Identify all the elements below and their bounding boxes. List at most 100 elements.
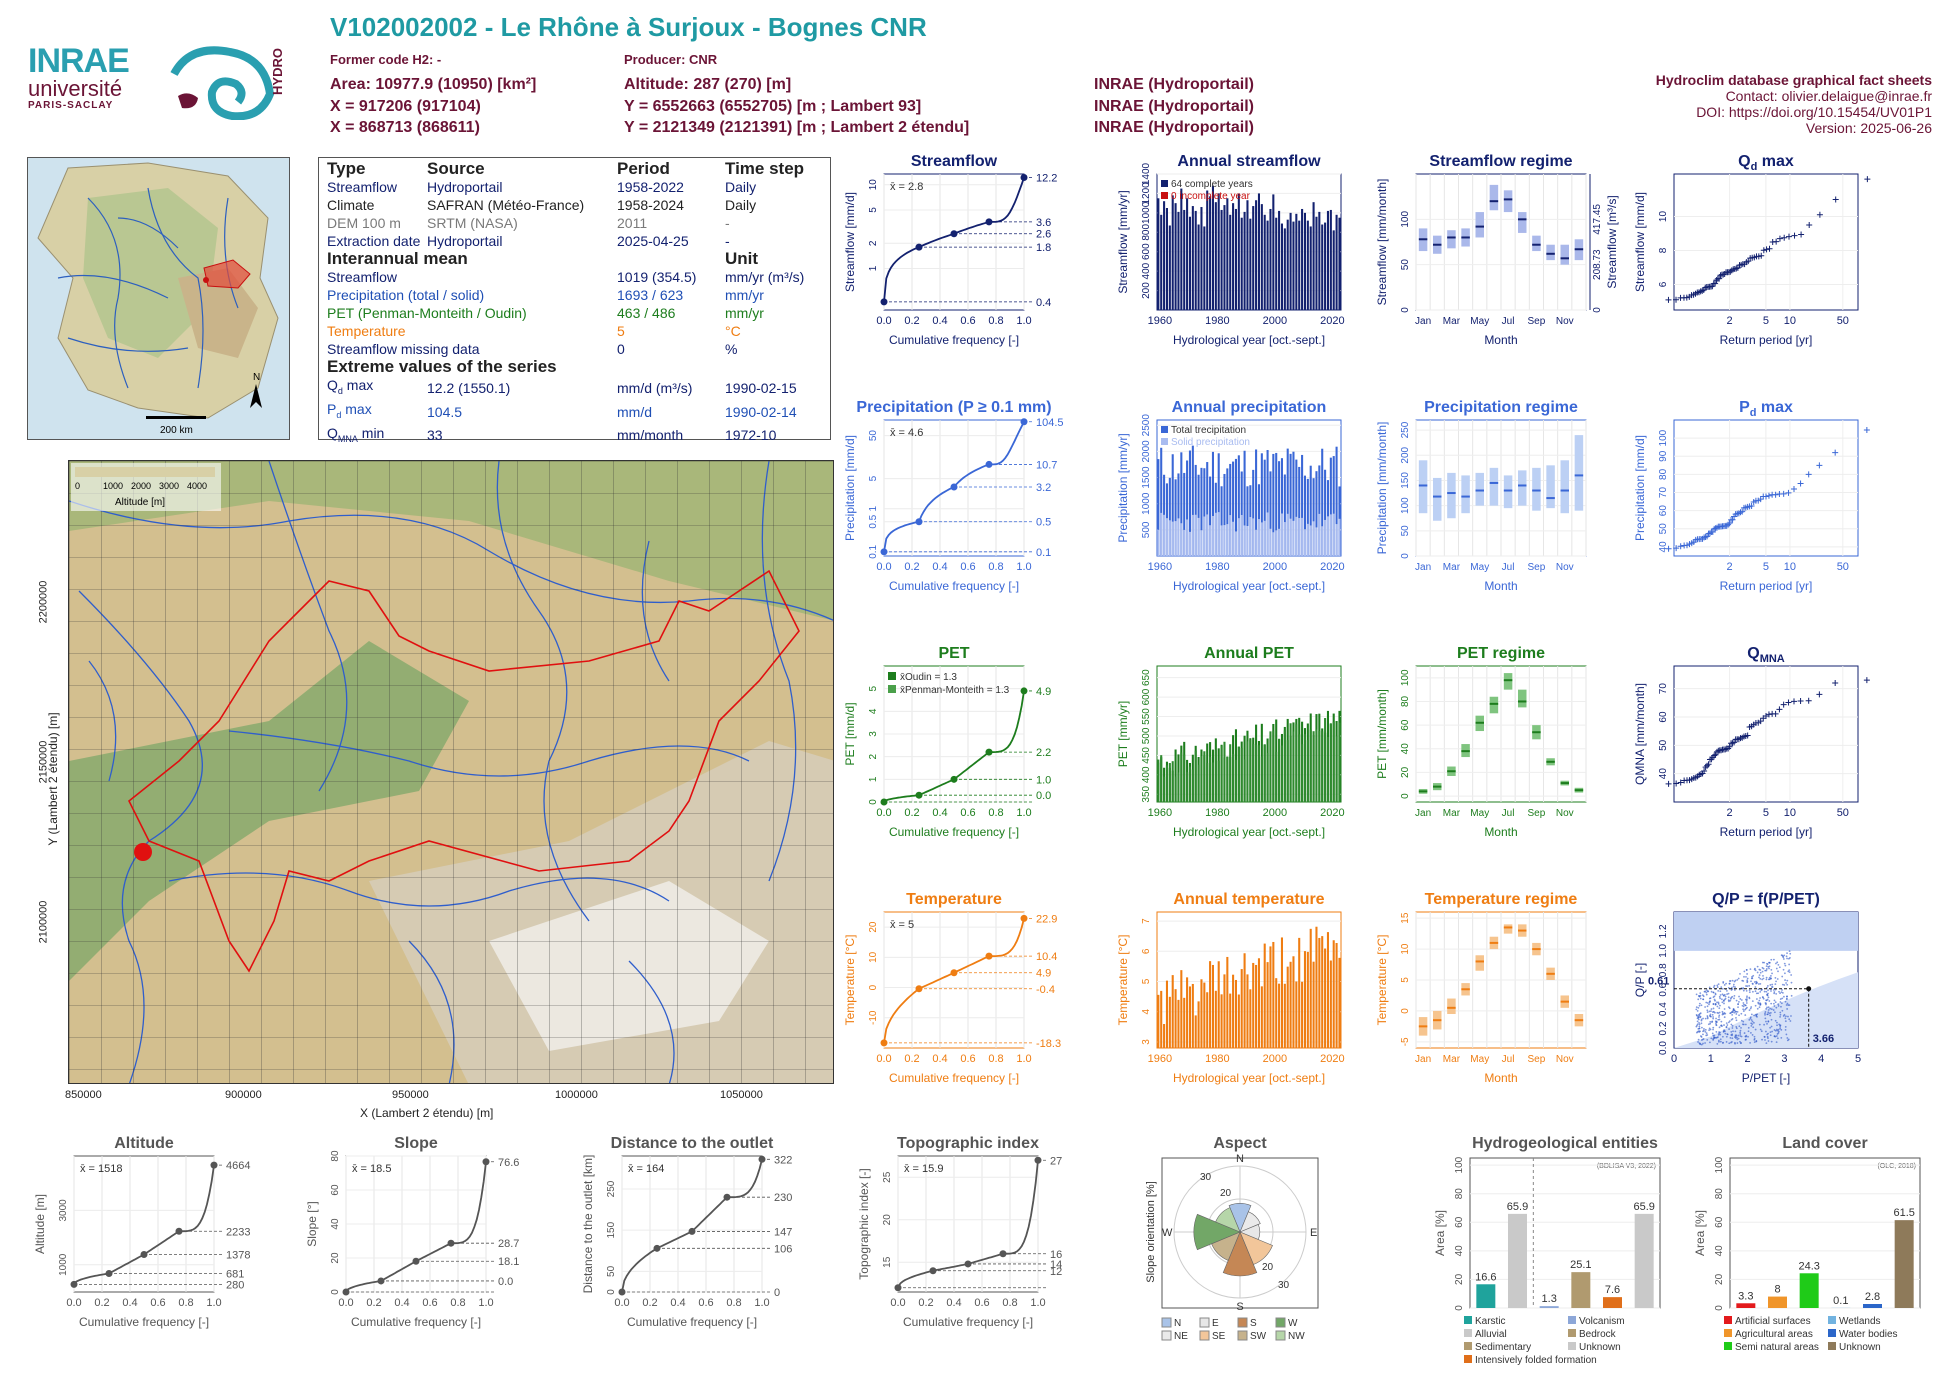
bar-secondary: [1232, 521, 1235, 556]
daily-point: [1758, 999, 1761, 1002]
y-tick-label: 100: [1400, 669, 1411, 686]
x-tick-label: 10: [1784, 315, 1796, 327]
y-axis-label: Slope orientation [%]: [1145, 1181, 1157, 1283]
return-point: [1722, 746, 1729, 753]
bar: [1272, 453, 1275, 556]
return-point: [1665, 545, 1672, 552]
daily-point: [1743, 975, 1745, 978]
x-tick-label: 2020: [1320, 1053, 1344, 1065]
y-tick-label: 650: [1141, 669, 1152, 686]
daily-point: [1784, 972, 1786, 975]
y-tick-label: 150: [1400, 472, 1411, 489]
x-tick-label: 1.0: [1016, 1053, 1031, 1065]
return-point: [1665, 296, 1672, 303]
daily-point: [1759, 982, 1762, 985]
y-tick-label: 40: [1400, 743, 1411, 755]
daily-point: [1756, 981, 1758, 984]
daily-point: [1716, 1042, 1719, 1045]
y-tick-label: 60: [1714, 1216, 1725, 1228]
y-tick-label: 600: [1141, 688, 1152, 705]
daily-point: [1776, 978, 1779, 980]
daily-point: [1773, 1011, 1776, 1014]
step-cell: Daily: [725, 197, 757, 213]
daily-point: [1768, 1012, 1771, 1015]
bar-secondary: [1160, 755, 1163, 802]
legend-label: Artificial surfaces: [1735, 1316, 1811, 1327]
legend-label: SW: [1250, 1331, 1267, 1342]
daily-point: [1747, 1030, 1750, 1033]
bar: [1324, 948, 1327, 1048]
france-minimap-svg: 200 km N: [37, 162, 279, 436]
daily-point: [1746, 1006, 1748, 1009]
return-point: [1728, 267, 1735, 274]
bar-secondary: [1180, 752, 1183, 802]
daily-point: [1783, 995, 1785, 998]
bar-secondary: [1186, 519, 1189, 556]
bar-secondary: [1243, 759, 1246, 802]
return-point: [1832, 449, 1839, 456]
daily-point: [1738, 995, 1740, 998]
y-tick-label: 3: [1141, 1039, 1152, 1045]
unit-heading: Unit: [725, 249, 759, 268]
chart-title: Qd max: [1738, 153, 1794, 173]
x-tick-label: 0: [1671, 1053, 1677, 1065]
legend-label: NW: [1288, 1331, 1305, 1342]
x-axis-label: Hydrological year [oct.-sept.]: [1173, 579, 1325, 593]
daily-point: [1712, 1011, 1714, 1013]
x-tick-label: Mar: [1443, 316, 1461, 327]
quantile-label: 12.2: [1036, 172, 1057, 184]
quantile-point: [1020, 914, 1028, 922]
daily-point: [1708, 1029, 1711, 1032]
x-tick-label: 0.6: [960, 1053, 975, 1065]
bar: [1260, 453, 1263, 556]
x-tick-label: Jul: [1502, 1054, 1515, 1065]
x-tick-label: Sep: [1528, 1054, 1546, 1065]
map-xtick: 850000: [65, 1089, 102, 1101]
daily-point: [1712, 1017, 1715, 1020]
category-bar: [1571, 1272, 1591, 1308]
daily-point: [1697, 1016, 1700, 1019]
return-point: [1712, 751, 1719, 758]
bar-secondary: [1165, 518, 1168, 556]
source-3: INRAE (Hydroportail): [1094, 119, 1254, 136]
daily-point: [1761, 1038, 1763, 1041]
daily-point: [1718, 1016, 1720, 1018]
y-tick-label: 40: [1454, 1245, 1465, 1257]
bar: [1275, 978, 1278, 1048]
x-tick-label: May: [1470, 1054, 1489, 1065]
bar: [1174, 749, 1177, 802]
bar: [1163, 201, 1166, 310]
daily-point: [1708, 1041, 1711, 1044]
return-point: [1709, 283, 1716, 290]
regime-box: [1461, 475, 1470, 514]
return-point: [1713, 748, 1720, 755]
quantile-point: [618, 1288, 626, 1296]
y-tick-label: 0.1: [868, 544, 879, 558]
legend-tick: 0: [75, 481, 80, 491]
bar-secondary: [1272, 532, 1275, 556]
daily-point: [1744, 1004, 1747, 1007]
bar: [1318, 211, 1321, 310]
daily-point: [1757, 988, 1760, 991]
bar: [1174, 479, 1177, 556]
legend-swatch: [1161, 180, 1168, 187]
return-point: [1863, 426, 1870, 433]
return-point: [1864, 176, 1871, 183]
bar-secondary: [1329, 514, 1332, 556]
y-tick-label: 50: [1400, 525, 1411, 537]
daily-point: [1750, 1013, 1753, 1016]
daily-point: [1737, 1006, 1739, 1009]
legend-swatch: [1568, 1316, 1576, 1324]
daily-point: [1725, 1026, 1728, 1028]
map-xtick: 1050000: [720, 1089, 763, 1101]
x-tick-label: 1.0: [1016, 807, 1031, 819]
daily-point: [1731, 979, 1734, 982]
y-tick-label: 70: [1658, 487, 1669, 499]
daily-point: [1771, 986, 1773, 988]
quantile-label: 0.1: [1036, 547, 1051, 559]
y-tick-label: 10: [868, 179, 879, 191]
daily-point: [1787, 970, 1790, 973]
mean-label: PET (Penman-Monteith / Oudin): [327, 305, 527, 321]
extreme-unit: mm/d: [617, 403, 652, 420]
